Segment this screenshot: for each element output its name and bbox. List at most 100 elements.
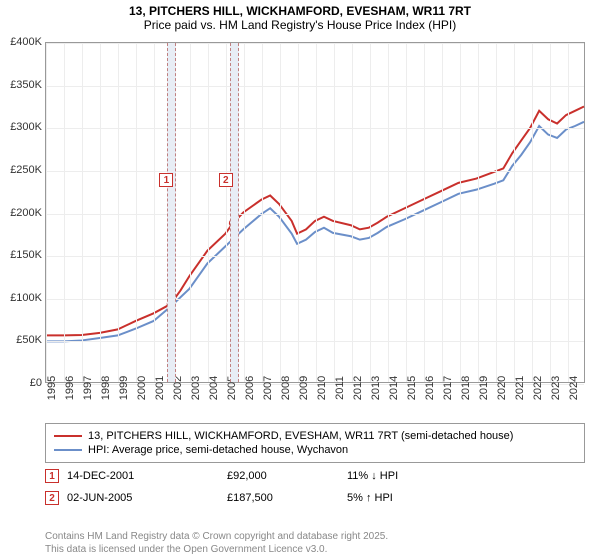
- xtick-label: 2016: [424, 376, 436, 400]
- xtick-label: 2022: [532, 376, 544, 400]
- gridline-v: [352, 43, 353, 382]
- xtick-label: 2020: [496, 376, 508, 400]
- ytick-label: £50K: [16, 334, 42, 346]
- marker-band: [167, 43, 176, 382]
- xtick-label: 1995: [46, 376, 58, 400]
- sale-marker-box: 1: [45, 469, 59, 483]
- xtick-label: 2008: [280, 376, 292, 400]
- ytick-label: £400K: [10, 36, 42, 48]
- gridline-v: [496, 43, 497, 382]
- chart-subtitle: Price paid vs. HM Land Registry's House …: [0, 18, 600, 36]
- chart-legend: 13, PITCHERS HILL, WICKHAMFORD, EVESHAM,…: [45, 423, 585, 463]
- gridline-v: [334, 43, 335, 382]
- gridline-v: [406, 43, 407, 382]
- gridline-v: [460, 43, 461, 382]
- xtick-label: 2007: [262, 376, 274, 400]
- legend-label: HPI: Average price, semi-detached house,…: [88, 444, 348, 456]
- legend-swatch: [54, 435, 82, 437]
- gridline-v: [82, 43, 83, 382]
- xtick-label: 2018: [460, 376, 472, 400]
- sale-diff: 11% ↓ HPI: [347, 470, 467, 482]
- xtick-label: 1998: [100, 376, 112, 400]
- xtick-label: 2017: [442, 376, 454, 400]
- gridline-v: [316, 43, 317, 382]
- xtick-label: 2012: [352, 376, 364, 400]
- gridline-v: [388, 43, 389, 382]
- chart-plot-area: 1995199619971998199920002001200220032004…: [45, 42, 585, 383]
- gridline-v: [514, 43, 515, 382]
- ytick-label: £250K: [10, 164, 42, 176]
- gridline-v: [442, 43, 443, 382]
- sale-date: 02-JUN-2005: [67, 492, 227, 504]
- sales-row: 1 14-DEC-2001£92,00011% ↓ HPI: [45, 465, 585, 487]
- gridline-v: [532, 43, 533, 382]
- xtick-label: 2013: [370, 376, 382, 400]
- xtick-label: 2015: [406, 376, 418, 400]
- gridline-v: [478, 43, 479, 382]
- marker-band: [230, 43, 239, 382]
- gridline-h: [46, 341, 584, 342]
- gridline-v: [46, 43, 47, 382]
- chart-lines-svg: [46, 43, 584, 382]
- gridline-v: [280, 43, 281, 382]
- xtick-label: 1996: [64, 376, 76, 400]
- sales-row: 202-JUN-2005£187,5005% ↑ HPI: [45, 487, 585, 509]
- gridline-h: [46, 299, 584, 300]
- ytick-label: £350K: [10, 79, 42, 91]
- gridline-h: [46, 256, 584, 257]
- gridline-v: [370, 43, 371, 382]
- gridline-v: [550, 43, 551, 382]
- gridline-v: [190, 43, 191, 382]
- xtick-label: 2006: [244, 376, 256, 400]
- xtick-label: 1999: [118, 376, 130, 400]
- sale-marker-label: 1: [159, 173, 173, 187]
- xtick-label: 2003: [190, 376, 202, 400]
- gridline-v: [64, 43, 65, 382]
- xtick-label: 2014: [388, 376, 400, 400]
- legend-swatch: [54, 449, 82, 451]
- gridline-v: [568, 43, 569, 382]
- gridline-v: [208, 43, 209, 382]
- series-line: [46, 107, 584, 336]
- series-line: [46, 122, 584, 342]
- xtick-label: 2000: [136, 376, 148, 400]
- xtick-label: 2019: [478, 376, 490, 400]
- footer-line2: This data is licensed under the Open Gov…: [45, 543, 388, 556]
- gridline-v: [298, 43, 299, 382]
- gridline-h: [46, 43, 584, 44]
- gridline-v: [118, 43, 119, 382]
- ytick-label: £200K: [10, 207, 42, 219]
- gridline-v: [154, 43, 155, 382]
- footer-line1: Contains HM Land Registry data © Crown c…: [45, 530, 388, 543]
- ytick-label: £150K: [10, 249, 42, 261]
- xtick-label: 2010: [316, 376, 328, 400]
- legend-row: HPI: Average price, semi-detached house,…: [54, 444, 576, 456]
- gridline-h: [46, 128, 584, 129]
- xtick-label: 2009: [298, 376, 310, 400]
- gridline-h: [46, 86, 584, 87]
- sales-table: 1 14-DEC-2001£92,00011% ↓ HPI 202-JUN-2005…: [45, 465, 585, 509]
- chart-title: 13, PITCHERS HILL, WICKHAMFORD, EVESHAM,…: [0, 0, 600, 18]
- gridline-v: [244, 43, 245, 382]
- gridline-v: [262, 43, 263, 382]
- ytick-label: £100K: [10, 292, 42, 304]
- sale-price: £187,500: [227, 492, 347, 504]
- gridline-v: [136, 43, 137, 382]
- xtick-label: 1997: [82, 376, 94, 400]
- gridline-v: [100, 43, 101, 382]
- sale-price: £92,000: [227, 470, 347, 482]
- sale-date: 14-DEC-2001: [67, 470, 227, 482]
- xtick-label: 2011: [334, 376, 346, 400]
- xtick-label: 2023: [550, 376, 562, 400]
- legend-row: 13, PITCHERS HILL, WICKHAMFORD, EVESHAM,…: [54, 430, 576, 442]
- gridline-h: [46, 214, 584, 215]
- gridline-v: [424, 43, 425, 382]
- xtick-label: 2004: [208, 376, 220, 400]
- xtick-label: 2021: [514, 376, 526, 400]
- gridline-v: [226, 43, 227, 382]
- sale-diff: 5% ↑ HPI: [347, 492, 467, 504]
- legend-label: 13, PITCHERS HILL, WICKHAMFORD, EVESHAM,…: [88, 430, 513, 442]
- ytick-label: £300K: [10, 121, 42, 133]
- xtick-label: 2024: [568, 376, 580, 400]
- ytick-label: £0: [30, 377, 42, 389]
